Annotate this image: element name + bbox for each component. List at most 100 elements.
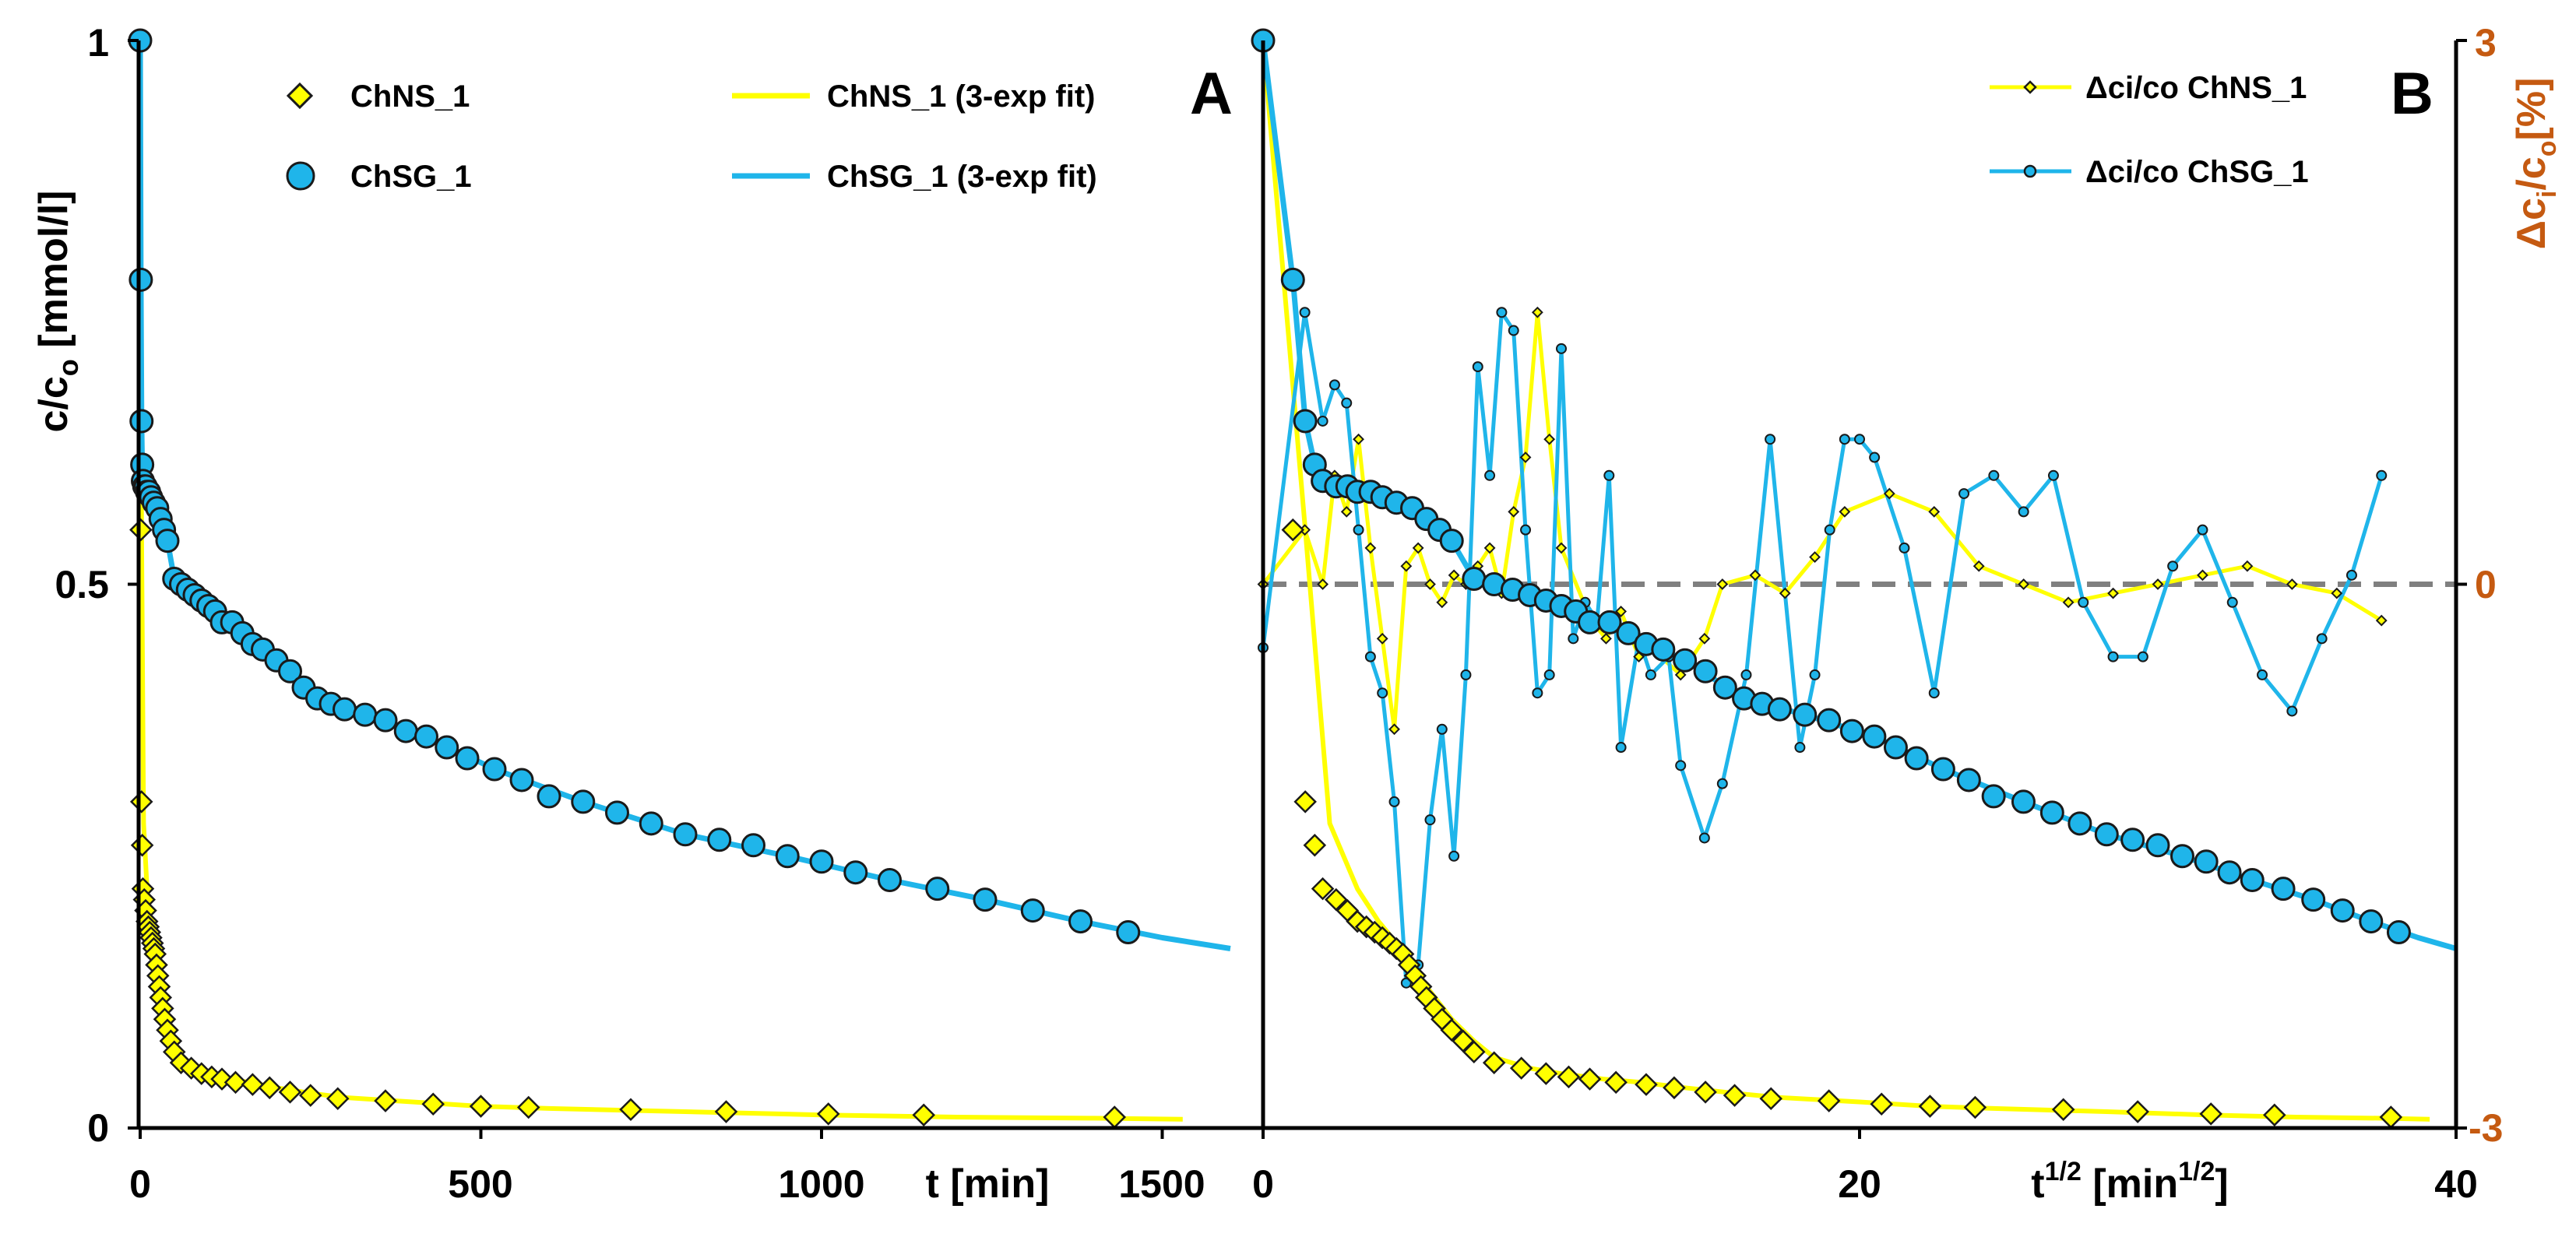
residual-chsg-point (1388, 796, 1400, 807)
residual-chsg-point (1698, 832, 1710, 844)
residual-chsg-point (2376, 469, 2388, 481)
residual-chns-point (1340, 505, 1353, 518)
panel-b-chns-point (2199, 1102, 2222, 1126)
residual-chsg-point (2047, 469, 2059, 481)
panel-a-chsg-point (741, 833, 765, 858)
right-tick-3: 3 (2475, 21, 2497, 65)
legend-chsg-marker (286, 161, 315, 191)
residual-chsg-point (1603, 469, 1615, 481)
panel-b-chns-point (2051, 1098, 2075, 1122)
panel-b-chsg-point (1817, 708, 1842, 733)
legend-chsg-label: ChSG_1 (350, 160, 472, 194)
panel-b-chsg-point (1651, 637, 1676, 662)
residual-chsg-point (1556, 343, 1567, 354)
panel-b-chsg-point (2094, 822, 2119, 847)
panel-a-chsg-point (639, 811, 663, 836)
panel-a-x-tick-0: 0 (129, 1162, 151, 1206)
panel-a-chsg-point (1116, 920, 1141, 945)
panel-b-plot (1251, 28, 2457, 1129)
residual-chns-point (1716, 578, 1729, 590)
legend-chns-residual-marker (2023, 80, 2037, 94)
residual-chsg-point (2137, 651, 2148, 662)
panel-a-legend: ChNS_1 ChSG_1 ChNS_1 (3-exp fit) ChSG_1 … (286, 79, 1097, 194)
panel-b-chns-point (1635, 1073, 1658, 1096)
panel-a-chsg-point (973, 887, 998, 912)
residual-chns-point (1436, 596, 1448, 609)
residual-chsg-point (1615, 742, 1627, 754)
panel-b-chsg-point (2120, 828, 2145, 852)
residual-chns-point (1448, 569, 1460, 582)
residual-chsg-point (1824, 524, 1835, 536)
panel-a-chns-point (714, 1100, 738, 1123)
panel-b-chsg-point (2217, 860, 2242, 885)
panel-a-chns-point (223, 1070, 248, 1095)
residual-chns-point (1353, 433, 1364, 445)
panel-b-chsg-point (1930, 757, 1955, 782)
panel-a-chns-point (298, 1084, 322, 1107)
residual-chns-point (2152, 578, 2164, 590)
residual-chns-point (1809, 551, 1821, 563)
panel-b-chns-point (1918, 1095, 1942, 1118)
panel-a-chsg-point (673, 822, 698, 847)
residual-chsg-point (2018, 506, 2029, 518)
panel-b-chns-point (2263, 1103, 2286, 1127)
panel-a-y-axis-title: c/co [mmol/l] (31, 191, 84, 433)
panel-a-chsg-point (537, 784, 561, 809)
residual-chsg-point (1448, 850, 1460, 862)
panel-a-chns-point (278, 1081, 302, 1104)
panel-a-chns-point (129, 790, 153, 814)
right-title-sub1: i (2532, 191, 2562, 198)
residual-chns-point (1749, 569, 1761, 582)
y-title-main: c/c (31, 376, 76, 432)
panel-a-x-axis-title: t [min] (926, 1161, 1050, 1207)
right-title-main: Δc (2509, 198, 2554, 249)
residual-chsg-point (2286, 705, 2298, 717)
panel-a-chsg-point (843, 860, 868, 885)
panel-a-chsg-point (353, 702, 378, 727)
panel-b-chns-point (1303, 834, 1327, 857)
residual-chsg-point (1794, 742, 1806, 754)
panel-b-chns-point (1311, 877, 1335, 901)
residual-chns-point (2375, 614, 2388, 627)
panel-a-chns-point (258, 1076, 282, 1100)
panel-a-chsg-point (414, 724, 438, 749)
residual-chsg-point (2226, 596, 2238, 608)
tick-marks (128, 39, 2467, 1139)
panel-a-chns-point (912, 1103, 936, 1127)
residual-chsg-point (2345, 569, 2357, 581)
panel-a-chns-point (816, 1102, 840, 1126)
panel-b-chsg-point (1462, 567, 1487, 592)
panel-a-chsg-point (571, 789, 596, 814)
panel-a-chsg-point (809, 849, 834, 874)
y-tick-label-1: 1 (87, 21, 109, 65)
panel-b-chsg-point (1439, 529, 1464, 553)
residual-chsg-point (1532, 687, 1543, 699)
right-title-tail: [%] (2509, 78, 2554, 141)
x-title-mid: [min (2082, 1161, 2178, 1207)
residual-chsg-point (1928, 687, 1940, 699)
right-title-sub2: o (2532, 140, 2562, 156)
panel-b-chsg-point (2386, 920, 2411, 945)
residual-chns-point (1972, 560, 1985, 572)
panel-b-chns-point (1281, 518, 1305, 542)
panel-b-chns-point (1534, 1062, 1558, 1085)
panel-b-chsg-point (1597, 610, 1622, 634)
residual-chsg-point (2078, 596, 2089, 608)
residual-chsg-point (1988, 469, 2000, 481)
panel-a-chsg-point (925, 877, 950, 901)
panel-b-chns-point (1462, 1040, 1486, 1063)
right-tick-0: 0 (2475, 563, 2497, 606)
panel-b-chsg-point (1280, 267, 1305, 292)
panel-a-chsg-point (707, 828, 732, 852)
residual-chsg-point (2257, 669, 2268, 680)
residual-chsg-point (1328, 379, 1340, 391)
panel-a-x-tick-500: 500 (448, 1162, 512, 1206)
residual-chsg-point (1839, 434, 1850, 445)
panel-b-chns-point (1759, 1087, 1782, 1111)
residual-chns-point (2107, 587, 2119, 599)
y-title-tail: [mmol/l] (31, 191, 76, 360)
residual-chsg-point (1869, 452, 1881, 463)
panel-b-chns-point (2126, 1100, 2149, 1123)
residual-chsg-point (1299, 307, 1311, 318)
residual-chsg-point (1675, 760, 1687, 771)
